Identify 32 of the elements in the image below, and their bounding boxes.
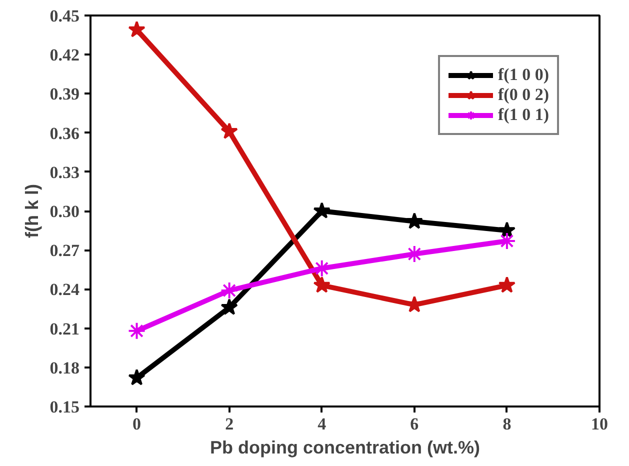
legend-label: f(0 0 2) [498, 85, 549, 105]
y-tick-label: 0.18 [50, 358, 80, 378]
point [220, 298, 238, 315]
point [406, 212, 424, 229]
x-tick-label: 4 [318, 414, 327, 434]
x-tick-label: 10 [591, 414, 608, 434]
point [220, 122, 238, 139]
point [498, 276, 516, 293]
y-tick-label: 0.15 [50, 398, 80, 416]
y-tick-label: 0.30 [50, 202, 80, 221]
x-tick-label: 2 [225, 414, 234, 434]
y-axis-title: f(h k l) [22, 184, 42, 238]
y-tick-label: 0.24 [50, 280, 80, 300]
legend-label: f(1 0 1) [498, 105, 549, 125]
point [313, 202, 330, 218]
x-tick-label: 6 [410, 414, 419, 434]
legend-label: f(1 0 0) [498, 65, 549, 85]
point [128, 368, 146, 386]
y-tick-label: 0.42 [50, 46, 80, 65]
x-tick-label: 0 [132, 414, 142, 434]
x-axis-title: Pb doping concentration (wt.%) [210, 438, 480, 458]
y-tick-label: 0.36 [50, 124, 80, 143]
y-tick-label: 0.39 [50, 84, 80, 104]
point [128, 20, 146, 38]
y-tick-label: 0.45 [50, 6, 80, 26]
y-tick-label: 0.21 [50, 319, 80, 338]
point [220, 282, 238, 300]
point [313, 276, 330, 293]
y-tick-label: 0.33 [50, 162, 80, 182]
point [128, 322, 146, 340]
y-tick-label: 0.27 [50, 241, 80, 260]
x-tick-label: 8 [502, 414, 512, 434]
